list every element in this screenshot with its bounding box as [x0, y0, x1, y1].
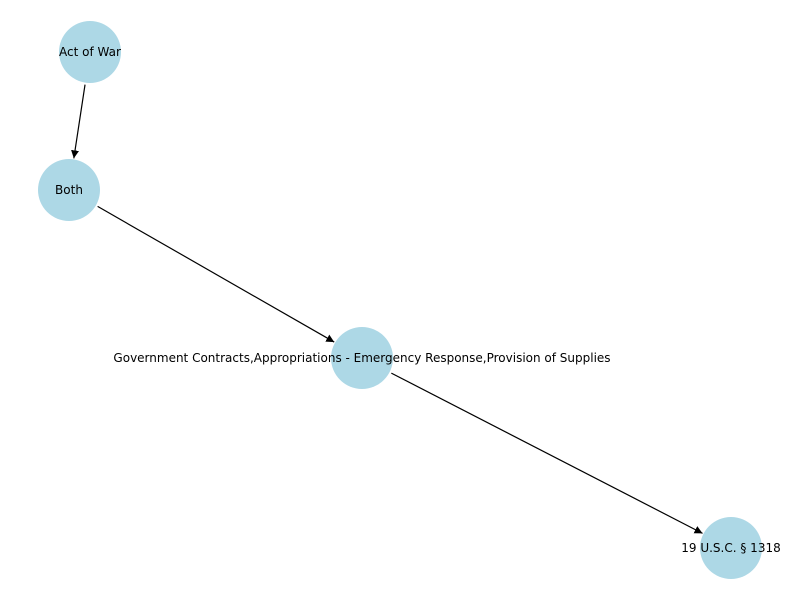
node-government-contracts-circle[interactable] — [331, 327, 393, 389]
node-both-label: Both — [55, 183, 83, 197]
node-both[interactable]: Both — [38, 159, 100, 221]
node-act-of-war-circle[interactable] — [59, 21, 121, 83]
edge-act-of-war-to-both — [71, 84, 86, 159]
nodes-layer: Act of War Both Government Contracts,App… — [38, 21, 781, 579]
node-government-contracts-label: Government Contracts,Appropriations - Em… — [113, 351, 610, 365]
node-act-of-war[interactable]: Act of War — [59, 21, 121, 83]
node-19-usc-1318-label: 19 U.S.C. § 1318 — [681, 541, 780, 555]
node-19-usc-1318-circle[interactable] — [700, 517, 762, 579]
node-government-contracts[interactable]: Government Contracts,Appropriations - Em… — [113, 327, 611, 389]
edge-government-contracts-to-19-usc-1318 — [391, 372, 703, 534]
edge-both-to-government-contracts — [97, 205, 335, 343]
node-act-of-war-label: Act of War — [59, 45, 121, 59]
edges-layer — [71, 84, 703, 534]
node-19-usc-1318[interactable]: 19 U.S.C. § 1318 — [681, 517, 781, 579]
node-both-circle[interactable] — [38, 159, 100, 221]
